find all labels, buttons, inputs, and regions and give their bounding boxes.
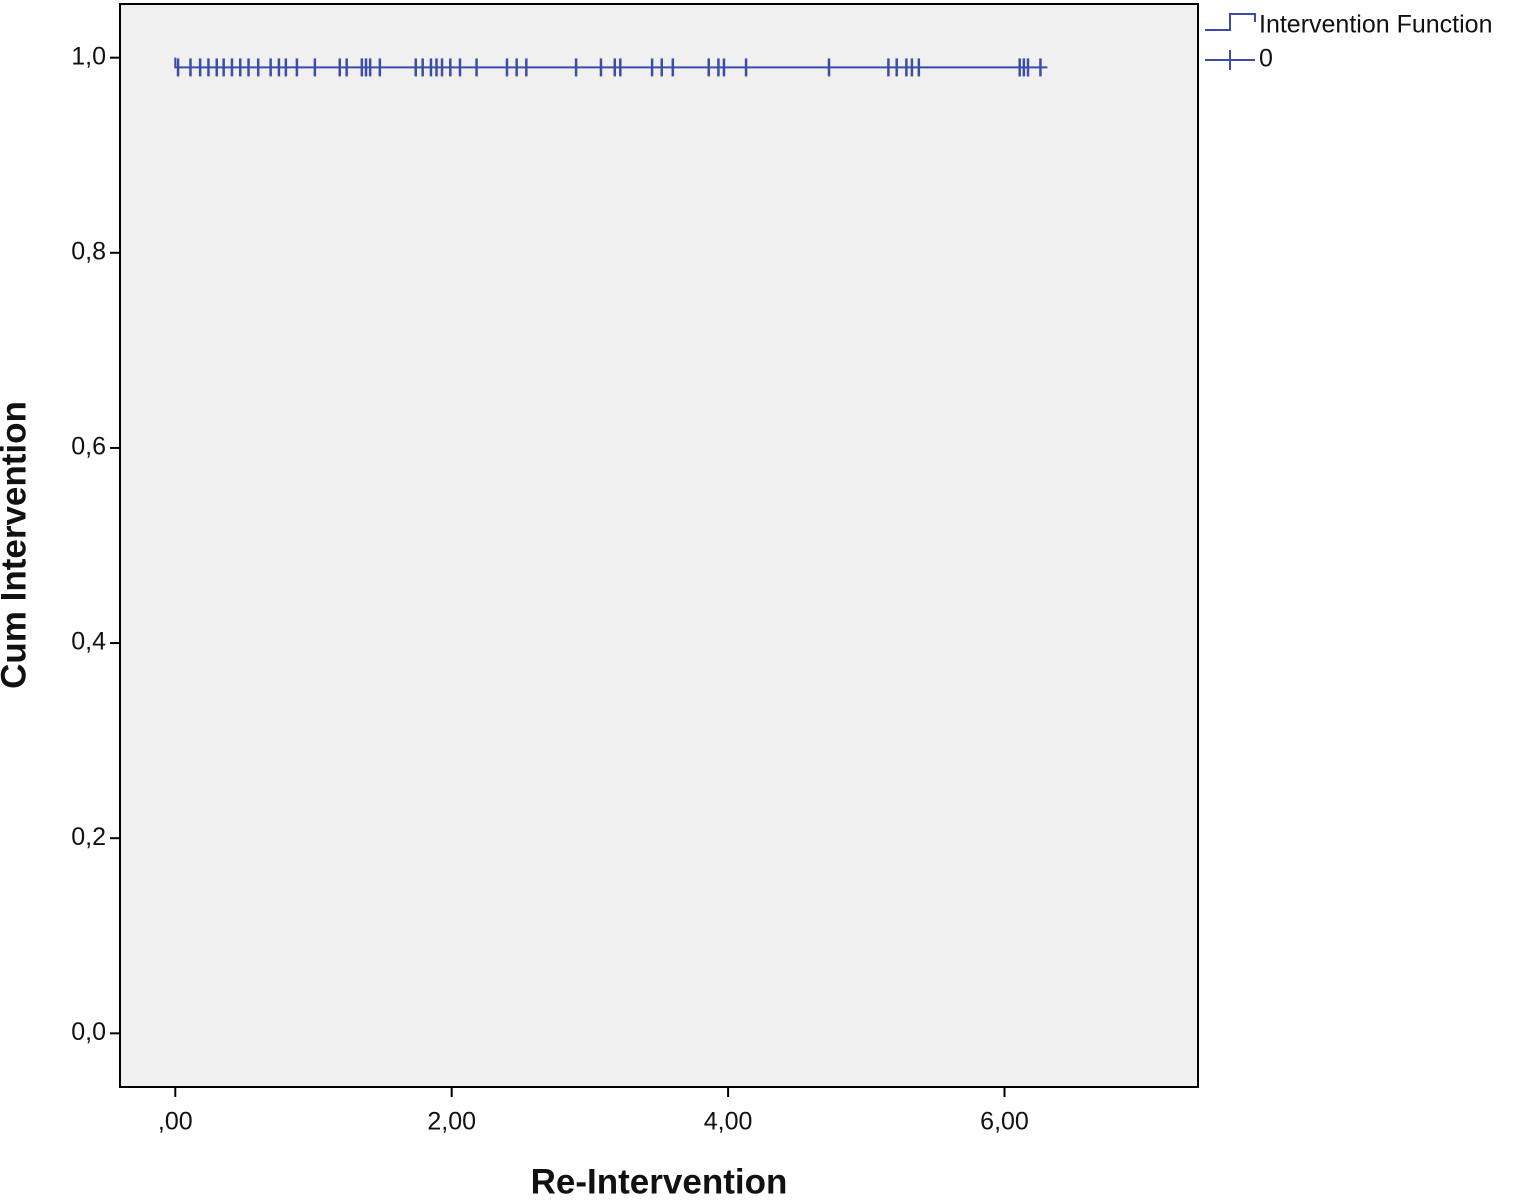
y-axis-title: Cum Intervention bbox=[0, 401, 33, 689]
x-tick-label: 6,00 bbox=[980, 1108, 1029, 1136]
y-tick-label: 0,0 bbox=[71, 1018, 106, 1046]
y-tick-label: 0,6 bbox=[71, 433, 106, 461]
legend-title-icon bbox=[1205, 13, 1256, 31]
survival-line bbox=[174, 57, 1048, 69]
legend-title: Intervention Function bbox=[1259, 11, 1492, 39]
x-tick-label: 4,00 bbox=[704, 1108, 753, 1136]
y-tick-label: 0,8 bbox=[71, 237, 106, 265]
x-axis-title: Re-Intervention bbox=[531, 1162, 788, 1200]
y-tick-label: 0,2 bbox=[71, 823, 106, 851]
y-tick-label: 0,4 bbox=[71, 628, 106, 656]
y-tick-label: 1,0 bbox=[71, 42, 106, 70]
legend-label: 0 bbox=[1259, 45, 1273, 73]
x-tick-label: ,00 bbox=[158, 1108, 193, 1136]
x-tick-label: 2,00 bbox=[427, 1108, 476, 1136]
plot-area bbox=[119, 3, 1199, 1088]
